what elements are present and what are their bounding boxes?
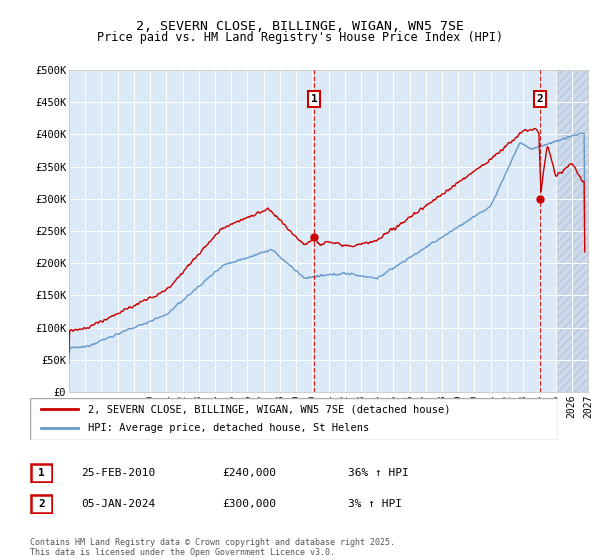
Text: 3% ↑ HPI: 3% ↑ HPI [348,499,402,509]
Text: Price paid vs. HM Land Registry's House Price Index (HPI): Price paid vs. HM Land Registry's House … [97,31,503,44]
Text: 2, SEVERN CLOSE, BILLINGE, WIGAN, WN5 7SE: 2, SEVERN CLOSE, BILLINGE, WIGAN, WN5 7S… [136,20,464,32]
Text: 36% ↑ HPI: 36% ↑ HPI [348,468,409,478]
FancyBboxPatch shape [31,464,52,482]
Text: 25-FEB-2010: 25-FEB-2010 [81,468,155,478]
Text: HPI: Average price, detached house, St Helens: HPI: Average price, detached house, St H… [88,423,370,433]
Text: 2, SEVERN CLOSE, BILLINGE, WIGAN, WN5 7SE (detached house): 2, SEVERN CLOSE, BILLINGE, WIGAN, WN5 7S… [88,404,451,414]
Text: 05-JAN-2024: 05-JAN-2024 [81,499,155,509]
Bar [556,70,596,392]
Text: £300,000: £300,000 [222,499,276,509]
Text: 1: 1 [311,94,317,104]
FancyBboxPatch shape [30,398,558,440]
Text: Contains HM Land Registry data © Crown copyright and database right 2025.
This d: Contains HM Land Registry data © Crown c… [30,538,395,557]
FancyBboxPatch shape [31,495,52,513]
Text: 2: 2 [38,499,45,509]
Text: 1: 1 [38,468,45,478]
Text: £240,000: £240,000 [222,468,276,478]
Text: 2: 2 [536,94,543,104]
